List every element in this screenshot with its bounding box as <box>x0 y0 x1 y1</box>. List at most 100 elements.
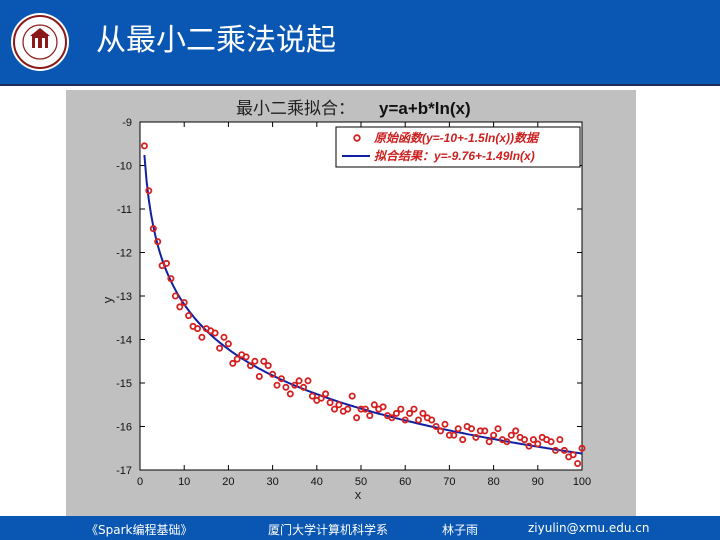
chart-title: 最小二乘拟合： y=a+b*ln(x) <box>236 99 471 118</box>
data-point <box>569 451 577 459</box>
data-point <box>551 446 559 454</box>
data-point <box>335 401 343 409</box>
y-tick-label: -9 <box>122 117 132 129</box>
data-point <box>490 431 498 439</box>
data-point <box>149 225 157 233</box>
data-point <box>560 446 568 454</box>
data-point <box>242 353 250 361</box>
data-point <box>220 333 228 341</box>
y-tick-label: -10 <box>116 161 132 173</box>
data-point <box>291 381 299 389</box>
data-point <box>472 433 480 441</box>
data-point <box>494 425 502 433</box>
data-point <box>512 427 520 435</box>
x-tick-label: 30 <box>266 476 278 488</box>
data-point <box>379 403 387 411</box>
data-point <box>507 431 515 439</box>
data-markers <box>140 142 586 467</box>
footer-course: 《Spark编程基础》 <box>86 523 193 537</box>
data-point <box>437 427 445 435</box>
legend-label-data: 原始函数(y=-10+-1.5ln(x))数据 <box>373 131 540 145</box>
data-point <box>304 377 312 385</box>
legend-label-fit: 拟合结果：y=-9.76+-1.49ln(x) <box>374 149 535 163</box>
plot-area <box>139 121 583 471</box>
x-tick-label: 10 <box>178 476 190 488</box>
data-point <box>295 377 303 385</box>
data-point <box>260 357 268 365</box>
data-point <box>286 390 294 398</box>
data-point <box>326 399 334 407</box>
footer-department: 厦门大学计算机科学系 <box>268 523 389 537</box>
data-point <box>171 292 179 300</box>
data-point <box>454 425 462 433</box>
data-point <box>419 409 427 417</box>
data-point <box>145 187 153 195</box>
data-point <box>547 438 555 446</box>
x-tick-label: 50 <box>355 476 367 488</box>
data-point <box>154 238 162 246</box>
data-point <box>361 405 369 413</box>
data-point <box>216 344 224 352</box>
data-point <box>255 372 263 380</box>
data-point <box>229 359 237 367</box>
y-tick-label: -16 <box>116 422 132 434</box>
data-point <box>233 355 241 363</box>
chart-svg: 最小二乘拟合： y=a+b*ln(x) 0 10 20 30 40 50 60 70 80 90 1… <box>66 90 636 516</box>
page-title: 从最小二乘法说起 <box>96 23 336 58</box>
data-point <box>366 412 374 420</box>
footer-email: ziyulin@xmu.edu.cn <box>528 521 650 535</box>
data-point <box>282 383 290 391</box>
chart-figure: 最小二乘拟合： y=a+b*ln(x) 0 10 20 30 40 50 60 70 80 90 1… <box>66 90 636 516</box>
data-point <box>406 409 414 417</box>
x-tick-label: 0 <box>137 476 143 488</box>
data-point <box>574 459 582 467</box>
data-point <box>269 370 277 378</box>
data-point <box>140 142 148 150</box>
legend-marker-swatch <box>353 134 361 142</box>
x-tick-label: 60 <box>399 476 411 488</box>
data-point <box>414 416 422 424</box>
data-point <box>401 416 409 424</box>
data-point <box>459 436 467 444</box>
y-tick-label: -14 <box>116 335 132 347</box>
x-tick-label: 20 <box>222 476 234 488</box>
university-seal-logo <box>11 13 69 71</box>
data-point <box>441 420 449 428</box>
x-tick-label: 80 <box>487 476 499 488</box>
footer-bar: 《Spark编程基础》 厦门大学计算机科学系 林子雨 ziyulin@xmu.e… <box>0 516 720 540</box>
data-point <box>224 340 232 348</box>
data-point <box>534 440 542 448</box>
x-tick-label: 90 <box>532 476 544 488</box>
data-point <box>370 401 378 409</box>
data-point <box>198 333 206 341</box>
data-point <box>251 357 259 365</box>
data-point <box>167 275 175 283</box>
data-point <box>180 298 188 306</box>
data-point <box>428 416 436 424</box>
data-point <box>481 427 489 435</box>
data-point <box>556 436 564 444</box>
data-point <box>246 362 254 370</box>
header-bar: 从最小二乘法说起 <box>0 0 720 86</box>
y-tick-label: -11 <box>117 204 132 216</box>
x-tick-label: 100 <box>573 476 591 488</box>
data-point <box>277 375 285 383</box>
y-axis-label: y <box>100 296 115 303</box>
data-point <box>578 444 586 452</box>
data-point <box>330 405 338 413</box>
data-point <box>397 405 405 413</box>
legend-box <box>335 126 581 168</box>
data-point <box>273 381 281 389</box>
y-tick-label: -13 <box>116 291 132 303</box>
data-point <box>322 390 330 398</box>
data-point <box>503 438 511 446</box>
data-point <box>392 409 400 417</box>
data-point <box>299 383 307 391</box>
data-point <box>185 312 193 320</box>
data-point <box>176 303 184 311</box>
data-point <box>485 438 493 446</box>
x-tick-label: 70 <box>443 476 455 488</box>
x-tick-label: 40 <box>311 476 323 488</box>
data-point <box>450 431 458 439</box>
data-point <box>432 422 440 430</box>
